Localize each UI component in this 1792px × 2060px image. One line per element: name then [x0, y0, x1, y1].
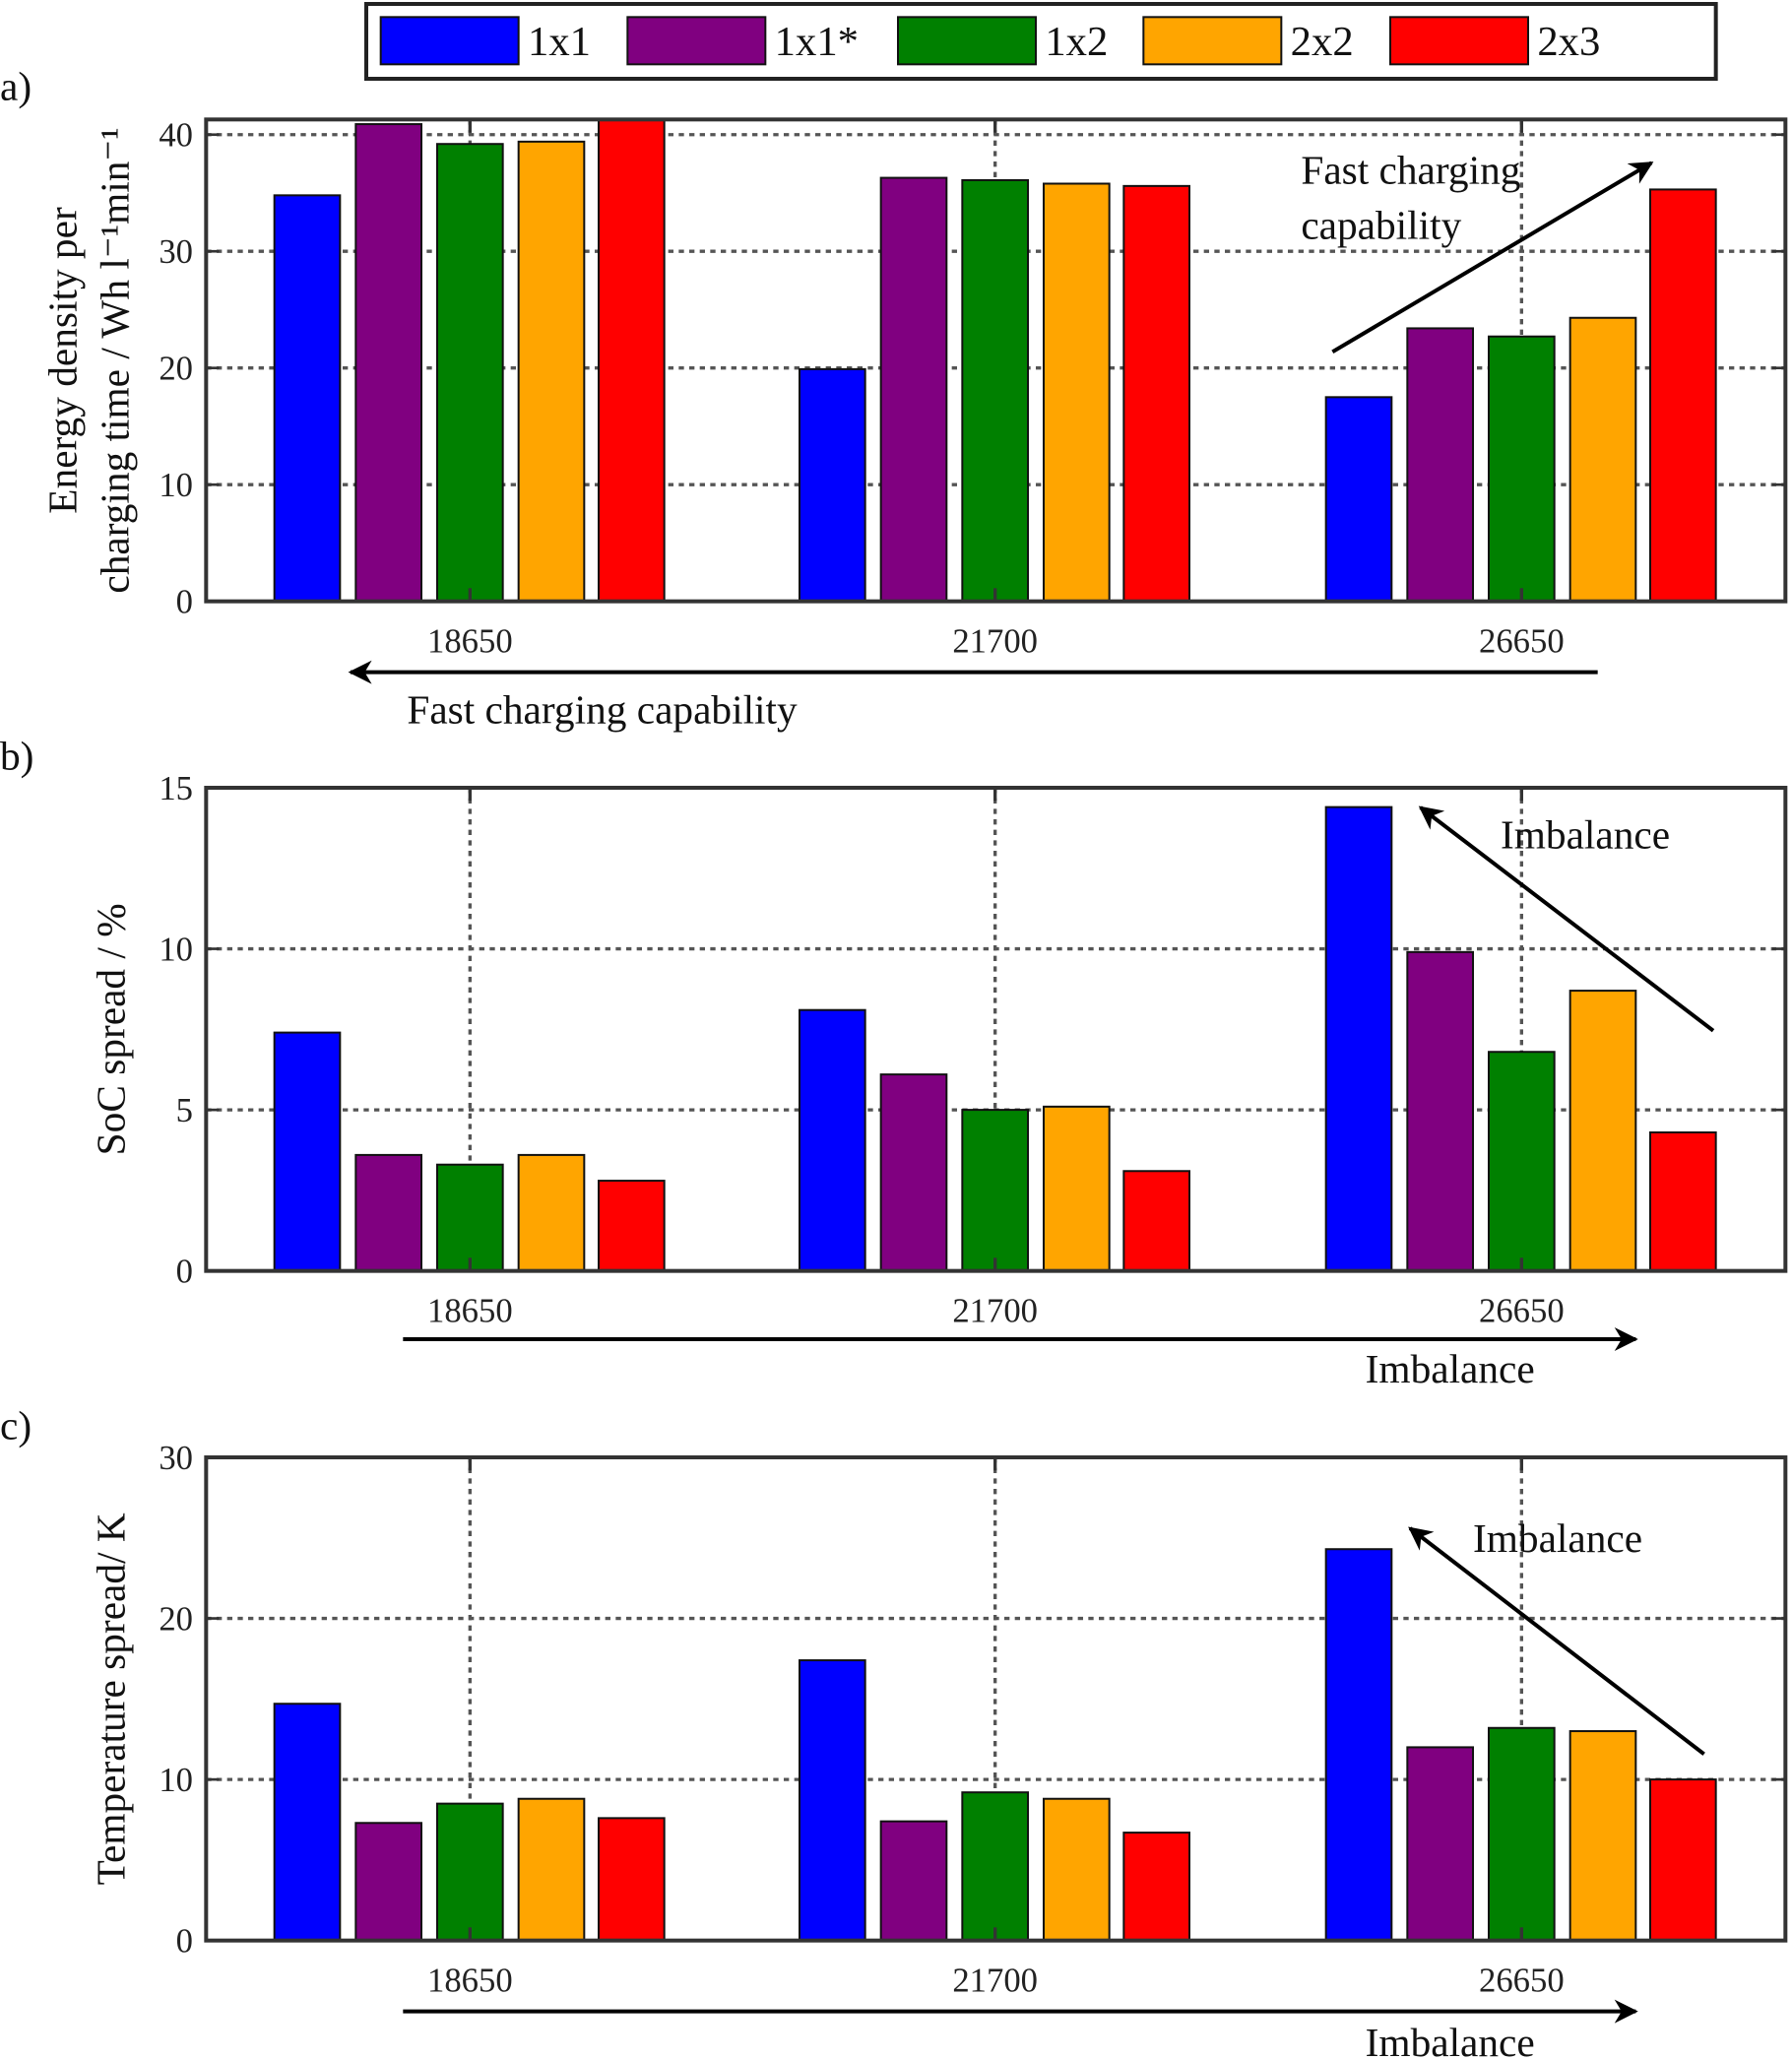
x-tick-label: 21700 — [952, 1963, 1038, 2000]
y-axis-label: SoC spread / % — [89, 903, 134, 1155]
x-tick-label: 18650 — [427, 623, 513, 661]
bar-1x2-18650 — [436, 143, 504, 603]
bar-2x2-21700 — [1043, 1797, 1111, 1942]
y-tick-label: 20 — [159, 1601, 193, 1639]
annotation-imbalance-bottom: Imbalance — [1366, 1346, 1535, 1391]
bar-2x2-18650 — [517, 1153, 586, 1272]
arrow-fast-charging-diagonal — [1331, 161, 1654, 354]
y-axis-label: Temperature spread/ K — [89, 1513, 134, 1885]
panel-b: b) 0 5 10 15 18650 21700 26650 SoC spread / % — [0, 733, 1788, 1330]
bar-2x3-21700 — [1122, 184, 1190, 603]
bar-2x3-18650 — [597, 1180, 666, 1272]
legend-label: 1x1* — [775, 19, 859, 65]
arrow-imbalance-diagonal — [1418, 805, 1715, 1033]
y-tick-label: 10 — [159, 932, 193, 969]
panel-a: a) 0 10 20 30 40 18650 21700 26650 Energy density… — [0, 63, 1788, 661]
bar-2x3-18650 — [597, 1817, 666, 1942]
x-tick-label: 21700 — [952, 623, 1038, 661]
x-tick-label: 18650 — [427, 1293, 513, 1330]
bar-1x1*-18650 — [354, 1153, 422, 1272]
bar-1x1-18650 — [273, 194, 342, 603]
bar-1x2-21700 — [961, 1791, 1029, 1942]
bar-1x2-26650 — [1488, 1051, 1556, 1272]
x-tick-label: 26650 — [1479, 1963, 1565, 2000]
legend-swatch-1x1 — [379, 16, 520, 66]
bar-2x2-21700 — [1043, 1105, 1111, 1272]
bar-1x2-18650 — [436, 1163, 504, 1272]
x-tick-label: 21700 — [952, 1293, 1038, 1330]
bar-1x1-18650 — [273, 1031, 342, 1272]
legend-swatch-2x3 — [1389, 16, 1529, 66]
y-tick-label: 30 — [159, 233, 193, 271]
bar-2x3-26650 — [1649, 1778, 1717, 1942]
y-tick-label: 0 — [176, 584, 193, 621]
x-tick-label: 18650 — [427, 1963, 513, 2000]
bar-1x1-26650 — [1324, 1548, 1393, 1942]
annotation-imbalance: Imbalance — [1501, 811, 1670, 857]
y-tick-label: 30 — [159, 1440, 193, 1477]
panel-label: b) — [0, 733, 33, 779]
bar-1x2-18650 — [436, 1802, 504, 1942]
bar-1x1*-21700 — [879, 1820, 948, 1942]
bar-1x1-18650 — [273, 1703, 342, 1942]
annotation-fast-charging-capability: Fast charging capability — [407, 687, 798, 733]
bar-1x1-26650 — [1324, 805, 1393, 1272]
legend-swatch-1x1* — [626, 16, 767, 66]
bar-1x2-21700 — [961, 1109, 1029, 1272]
bar-1x1-21700 — [798, 367, 866, 603]
bar-1x2-26650 — [1488, 1726, 1556, 1942]
bar-2x2-26650 — [1568, 990, 1637, 1272]
legend-swatch-2x2 — [1142, 16, 1283, 66]
y-tick-label: 15 — [159, 770, 193, 807]
y-axis-label: Energy density per — [39, 207, 85, 514]
bar-2x3-26650 — [1649, 1131, 1717, 1272]
bar-1x1*-21700 — [879, 176, 948, 603]
y-tick-label: 10 — [159, 1762, 193, 1799]
legend-label: 2x3 — [1537, 19, 1600, 65]
bar-1x1*-26650 — [1406, 1746, 1474, 1942]
y-axis-label: charging time / Wh l⁻¹min⁻¹ — [93, 127, 138, 593]
bar-2x2-26650 — [1568, 316, 1637, 603]
bar-2x2-18650 — [517, 140, 586, 603]
bar-1x1*-26650 — [1406, 327, 1474, 603]
bar-2x2-18650 — [517, 1797, 586, 1942]
panel-c: c) 0 10 20 30 18650 21700 26650 Temperature spre… — [0, 1402, 1788, 2000]
x-tick-label: 26650 — [1479, 623, 1565, 661]
bar-1x2-26650 — [1488, 335, 1556, 603]
legend-swatch-1x2 — [897, 16, 1037, 66]
annotation-imbalance-bottom: Imbalance — [1366, 2020, 1535, 2060]
bar-1x1*-18650 — [354, 1822, 422, 1942]
bar-2x3-18650 — [597, 118, 666, 603]
y-tick-label: 10 — [159, 467, 193, 504]
panel-label: a) — [0, 63, 32, 109]
panel-label: c) — [0, 1402, 32, 1448]
bar-2x3-21700 — [1122, 1832, 1190, 1942]
y-tick-label: 40 — [159, 117, 193, 155]
legend-label: 1x2 — [1045, 19, 1108, 65]
annotation-imbalance: Imbalance — [1473, 1515, 1642, 1561]
x-tick-label: 26650 — [1479, 1293, 1565, 1330]
legend-label: 1x1 — [528, 19, 591, 65]
y-tick-label: 20 — [159, 351, 193, 388]
bar-2x3-21700 — [1122, 1170, 1190, 1272]
legend: 1x1 1x1* 1x2 2x2 2x3 — [364, 2, 1718, 81]
bar-2x2-26650 — [1568, 1730, 1637, 1942]
bar-1x1*-18650 — [354, 123, 422, 603]
bar-1x1-21700 — [798, 1008, 866, 1272]
bar-1x1*-26650 — [1406, 950, 1474, 1272]
bar-1x2-21700 — [961, 178, 1029, 603]
annotation-capability: capability — [1301, 203, 1461, 248]
bar-2x2-21700 — [1043, 182, 1111, 603]
bar-1x1*-21700 — [879, 1073, 948, 1272]
annotation-fast-charging: Fast charging — [1301, 148, 1520, 193]
y-tick-label: 0 — [176, 1254, 193, 1291]
y-tick-label: 5 — [176, 1092, 193, 1129]
bar-1x1-21700 — [798, 1659, 866, 1942]
legend-label: 2x2 — [1291, 19, 1354, 65]
bar-2x3-26650 — [1649, 188, 1717, 603]
arrow-imbalance-diagonal — [1408, 1526, 1705, 1756]
bar-1x1-26650 — [1324, 396, 1393, 603]
y-tick-label: 0 — [176, 1923, 193, 1961]
